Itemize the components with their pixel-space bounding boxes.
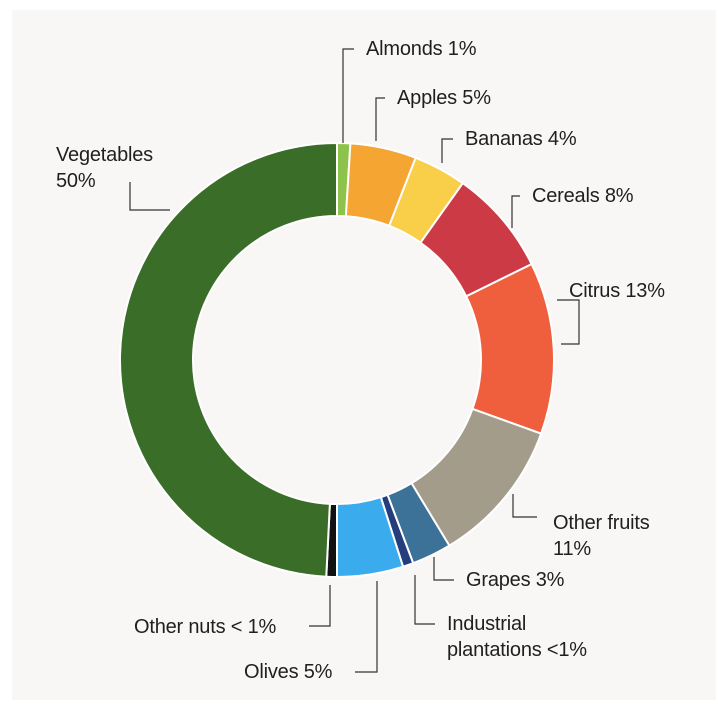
label-other-fruits-line1: Other fruits (553, 512, 650, 534)
label-grapes: Grapes 3% (466, 569, 565, 591)
leader-bananas (441, 138, 453, 163)
label-other-nuts: Other nuts < 1% (134, 616, 277, 638)
label-industrial: Industrial plantations <1% (447, 611, 587, 663)
label-bananas: Bananas 4% (465, 128, 577, 150)
label-vegetables-line2: 50% (56, 170, 96, 192)
leader-vegetables (129, 182, 170, 211)
label-vegetables: Vegetables 50% (56, 142, 153, 194)
label-almonds: Almonds 1% (366, 38, 477, 60)
leader-olives (355, 581, 378, 673)
leader-citrus (557, 299, 580, 345)
leader-grapes (433, 557, 454, 581)
label-industrial-line1: Industrial (447, 613, 527, 635)
chart-frame: Almonds 1% Apples 5% Bananas 4% Cereals … (12, 10, 716, 700)
leader-lines (129, 48, 580, 673)
label-olives: Olives 5% (244, 661, 333, 683)
leader-almonds (342, 48, 354, 143)
label-other-fruits: Other fruits 11% (553, 510, 650, 562)
slice-citrus-13 (464, 262, 555, 435)
label-apples: Apples 5% (397, 87, 491, 109)
donut-chart (119, 48, 580, 673)
slice-vegetables-50 (119, 141, 338, 578)
leader-industrial (414, 575, 435, 625)
leader-apples (375, 97, 385, 141)
leader-cereals (511, 195, 520, 228)
label-other-fruits-line2: 11% (553, 538, 591, 560)
leader-other-nuts (309, 585, 331, 627)
label-citrus: Citrus 13% (569, 280, 665, 302)
label-vegetables-line1: Vegetables (56, 144, 153, 166)
label-industrial-line2: plantations <1% (447, 639, 587, 661)
donut-slices (119, 141, 555, 579)
leader-other-fruits (512, 494, 537, 518)
label-cereals: Cereals 8% (532, 185, 634, 207)
